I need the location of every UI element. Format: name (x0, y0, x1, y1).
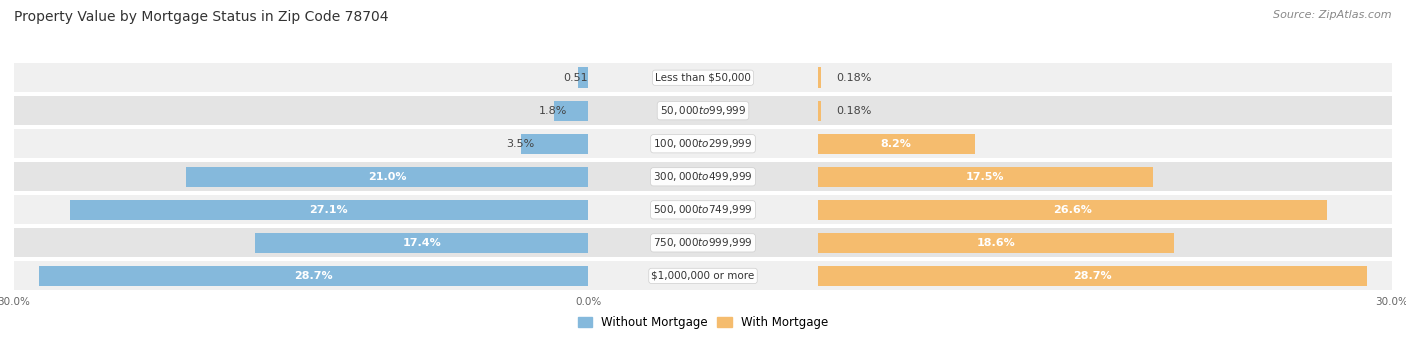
Bar (818, 96, 1392, 125)
Bar (818, 134, 974, 154)
Bar (588, 162, 818, 191)
Bar (39, 266, 588, 286)
Bar (554, 101, 588, 121)
Bar (14, 162, 588, 191)
Bar (569, 63, 588, 92)
Bar (569, 228, 588, 257)
Bar (14, 129, 588, 158)
Bar (818, 233, 1174, 253)
Legend: Without Mortgage, With Mortgage: Without Mortgage, With Mortgage (574, 312, 832, 334)
Bar (818, 228, 837, 257)
Text: Less than $50,000: Less than $50,000 (655, 73, 751, 83)
Bar (703, 162, 818, 191)
Text: 18.6%: 18.6% (976, 238, 1015, 248)
Text: 28.7%: 28.7% (294, 271, 333, 281)
Bar (703, 96, 818, 125)
Bar (569, 195, 588, 224)
Bar (256, 233, 588, 253)
Bar (818, 261, 1392, 290)
Bar (818, 228, 1392, 257)
Text: 0.51%: 0.51% (564, 73, 599, 83)
Bar (14, 96, 588, 125)
Text: Property Value by Mortgage Status in Zip Code 78704: Property Value by Mortgage Status in Zip… (14, 10, 388, 24)
Text: $50,000 to $99,999: $50,000 to $99,999 (659, 104, 747, 117)
Text: 17.4%: 17.4% (402, 238, 441, 248)
Bar (14, 228, 588, 257)
Text: 28.7%: 28.7% (1073, 271, 1112, 281)
Bar (818, 167, 1153, 187)
Text: 21.0%: 21.0% (368, 172, 406, 182)
Text: $500,000 to $749,999: $500,000 to $749,999 (654, 203, 752, 216)
Bar (14, 261, 588, 290)
Bar (14, 195, 588, 224)
Bar (818, 67, 821, 88)
Text: 27.1%: 27.1% (309, 205, 349, 215)
Bar (818, 63, 837, 92)
Bar (703, 228, 818, 257)
Bar (818, 261, 837, 290)
Bar (703, 195, 818, 224)
Bar (588, 129, 818, 158)
Text: 26.6%: 26.6% (1053, 205, 1092, 215)
Text: Source: ZipAtlas.com: Source: ZipAtlas.com (1274, 10, 1392, 20)
Bar (818, 101, 821, 121)
Text: 3.5%: 3.5% (506, 139, 534, 149)
Bar (14, 63, 588, 92)
Bar (69, 200, 588, 220)
Text: $100,000 to $299,999: $100,000 to $299,999 (654, 137, 752, 150)
Bar (703, 129, 818, 158)
Text: $300,000 to $499,999: $300,000 to $499,999 (654, 170, 752, 183)
Text: $750,000 to $999,999: $750,000 to $999,999 (654, 236, 752, 249)
Text: 17.5%: 17.5% (966, 172, 1004, 182)
Bar (569, 162, 588, 191)
Bar (522, 134, 588, 154)
Bar (818, 129, 837, 158)
Bar (703, 63, 818, 92)
Bar (818, 129, 1392, 158)
Bar (588, 228, 818, 257)
Bar (186, 167, 588, 187)
Text: 0.18%: 0.18% (837, 73, 872, 83)
Text: 1.8%: 1.8% (538, 106, 567, 116)
Text: 8.2%: 8.2% (880, 139, 911, 149)
Bar (818, 96, 837, 125)
Bar (818, 162, 837, 191)
Bar (818, 63, 1392, 92)
Bar (818, 266, 1367, 286)
Bar (588, 96, 818, 125)
Bar (588, 63, 818, 92)
Bar (588, 261, 818, 290)
Bar (818, 162, 1392, 191)
Bar (703, 261, 818, 290)
Bar (818, 195, 1392, 224)
Bar (578, 67, 588, 88)
Text: 0.18%: 0.18% (837, 106, 872, 116)
Bar (588, 195, 818, 224)
Bar (569, 96, 588, 125)
Bar (569, 261, 588, 290)
Bar (818, 200, 1327, 220)
Bar (569, 129, 588, 158)
Bar (818, 195, 837, 224)
Text: $1,000,000 or more: $1,000,000 or more (651, 271, 755, 281)
